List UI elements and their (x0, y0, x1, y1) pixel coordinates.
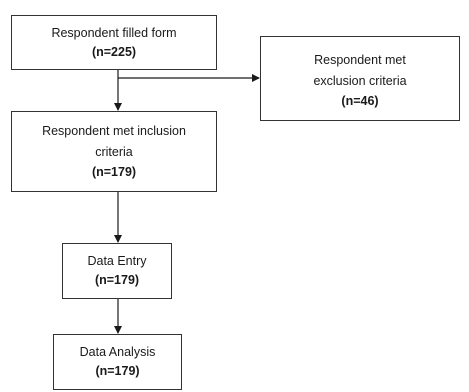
node-label: Data Analysis (79, 345, 156, 359)
node-count: (n=179) (91, 165, 137, 179)
node-count: (n=225) (91, 44, 137, 59)
node-label: Data Entry (87, 254, 147, 268)
node-data-entry: Data Entry (n=179) (62, 243, 172, 299)
node-count: (n=179) (94, 273, 140, 287)
node-label: Respondent filled form (51, 25, 177, 40)
node-label-line1: Respondent met (314, 53, 406, 67)
node-respondent-filled-form: Respondent filled form (n=225) (11, 15, 217, 70)
node-inclusion-criteria: Respondent met inclusion criteria (n=179… (11, 111, 217, 192)
node-label-line2: exclusion criteria (313, 74, 407, 88)
node-count: (n=179) (95, 364, 140, 378)
node-count: (n=46) (341, 94, 379, 108)
node-label-line1: Respondent met inclusion (42, 124, 186, 138)
node-data-analysis: Data Analysis (n=179) (53, 334, 182, 390)
node-exclusion-criteria: Respondent met exclusion criteria (n=46) (260, 36, 460, 121)
node-label-line2: criteria (95, 145, 133, 159)
